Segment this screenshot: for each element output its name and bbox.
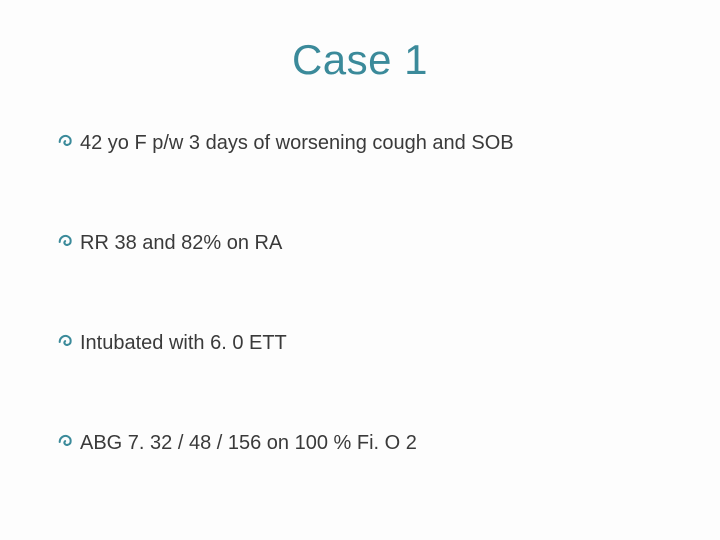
- list-item-text: RR 38 and 82% on RA: [80, 230, 680, 256]
- swirl-bullet-icon: [56, 331, 78, 353]
- list-item-text: ABG 7. 32 / 48 / 156 on 100 % Fi. O 2: [80, 430, 680, 456]
- slide-title: Case 1: [0, 36, 720, 84]
- list-item: ABG 7. 32 / 48 / 156 on 100 % Fi. O 2: [56, 430, 680, 456]
- list-item-text: 42 yo F p/w 3 days of worsening cough an…: [80, 130, 680, 156]
- bullet-list: 42 yo F p/w 3 days of worsening cough an…: [56, 130, 680, 530]
- list-item-text: Intubated with 6. 0 ETT: [80, 330, 680, 356]
- list-item: Intubated with 6. 0 ETT: [56, 330, 680, 356]
- list-item: 42 yo F p/w 3 days of worsening cough an…: [56, 130, 680, 156]
- swirl-bullet-icon: [56, 431, 78, 453]
- swirl-bullet-icon: [56, 231, 78, 253]
- swirl-bullet-icon: [56, 131, 78, 153]
- list-item: RR 38 and 82% on RA: [56, 230, 680, 256]
- slide: Case 1 42 yo F p/w 3 days of worsening c…: [0, 0, 720, 540]
